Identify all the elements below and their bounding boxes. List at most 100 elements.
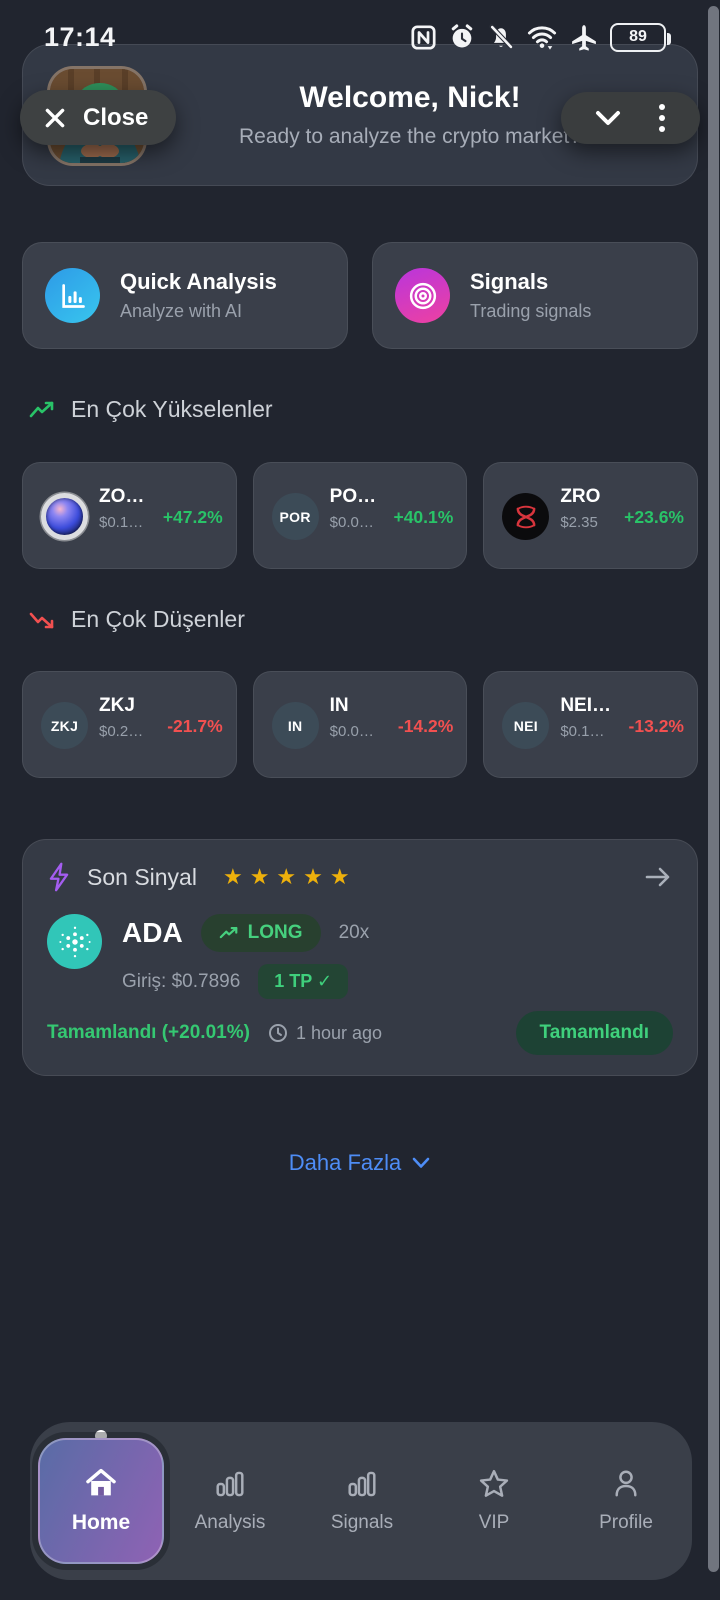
kebab-menu-icon[interactable] (655, 100, 669, 136)
coin-ticker: NEI… (560, 695, 612, 716)
trend-up-icon (29, 401, 54, 417)
show-more-link[interactable]: Daha Fazla (0, 1150, 720, 1176)
coin-price: $0.2… (99, 723, 144, 740)
page-subtitle: Ready to analyze the crypto market? (238, 125, 581, 148)
trend-down-icon (29, 612, 54, 628)
status-bar: 17:14 (44, 16, 671, 58)
clock-icon (268, 1024, 287, 1042)
miniapp-menu (561, 92, 700, 144)
page-title: Welcome, Nick! (299, 81, 521, 114)
coin-card-por[interactable]: POR PO… $0.0… +40.1% (252, 462, 468, 569)
close-label: Close (83, 103, 149, 131)
leverage-label: 20x (338, 922, 370, 943)
nav-item-home[interactable]: Home (38, 1438, 164, 1564)
coin-ticker: ZKJ (99, 695, 135, 716)
coin-text-avatar: NEI (502, 702, 550, 749)
coin-price: $0.0… (329, 723, 374, 740)
close-button[interactable]: Close (20, 90, 177, 145)
coin-change: -14.2% (397, 716, 454, 736)
last-signal-card[interactable]: Son Sinyal ★★★★★ (22, 839, 698, 1076)
zora-orb-icon (41, 493, 88, 540)
nav-label-home: Home (71, 1511, 131, 1534)
coin-ticker: IN (329, 695, 349, 716)
losers-row: ZKJ ZKJ $0.2… -21.7% IN IN $0.0… -14.2% … (22, 671, 698, 778)
nav-label-vip: VIP (478, 1512, 510, 1533)
status-icons: 89 (410, 22, 671, 52)
scrollbar[interactable] (708, 6, 719, 1572)
gainers-header: En Çok Yükselenler (28, 396, 273, 423)
quick-analysis-subtitle: Analyze with AI (120, 301, 243, 321)
bar-chart-icon (45, 268, 100, 323)
nav-item-profile[interactable]: Profile (560, 1468, 692, 1534)
coin-card-nei[interactable]: NEI NEI… $0.1… -13.2% (483, 671, 698, 778)
signal-footer: Tamamlandı (+20.01%) 1 hour ago Tamamlan… (47, 1011, 673, 1055)
nav-item-analysis[interactable]: Analysis (164, 1469, 296, 1534)
show-more-label: Daha Fazla (288, 1150, 402, 1175)
lightning-icon (49, 862, 69, 892)
wifi-icon (527, 26, 557, 50)
signal-symbol: ADA (122, 917, 183, 948)
arrow-right-icon[interactable] (643, 865, 673, 889)
coin-text-avatar: POR (271, 493, 319, 540)
close-icon (45, 108, 65, 127)
direction-badge: LONG (200, 914, 321, 952)
coin-text-avatar: ZKJ (41, 702, 88, 749)
clock-time: 17:14 (44, 21, 116, 52)
coin-card-zkj[interactable]: ZKJ ZKJ $0.2… -21.7% (22, 671, 237, 778)
coin-card-zro[interactable]: ZRO $2.35 +23.6% (483, 462, 698, 569)
alarm-icon (451, 24, 473, 48)
chart-bars-icon (348, 1471, 376, 1496)
losers-title: En Çok Düşenler (71, 606, 245, 632)
coin-price: $0.0… (329, 514, 374, 531)
battery-icon: 89 (610, 22, 671, 52)
signal-main: ADA LONG 20x Giriş: $0.7896 1 TP ✓ (47, 914, 673, 999)
signal-time: 1 hour ago (268, 1023, 382, 1044)
nav-item-signals[interactable]: Signals (296, 1469, 428, 1534)
nav-item-vip[interactable]: VIP (428, 1468, 560, 1534)
trend-up-icon (219, 926, 238, 938)
coin-change: +40.1% (393, 507, 454, 527)
bell-off-icon (489, 24, 513, 49)
tp-badge: 1 TP ✓ (258, 964, 349, 999)
losers-header: En Çok Düşenler (28, 606, 245, 633)
coin-price: $2.35 (560, 514, 598, 531)
battery-level: 89 (629, 28, 647, 45)
layerzero-logo-icon (502, 493, 550, 540)
signals-button[interactable]: Signals Trading signals (372, 242, 698, 349)
nav-label-analysis: Analysis (194, 1511, 266, 1533)
nav-label-profile: Profile (599, 1512, 653, 1533)
signal-result: Tamamlandı (+20.01%) (47, 1022, 250, 1043)
entry-price: Giriş: $0.7896 (122, 970, 241, 992)
gainers-row: ZO… $0.1… +47.2% POR PO… $0.0… +40.1% ZR… (22, 462, 698, 569)
coin-change: +47.2% (162, 507, 223, 527)
nfc-icon (411, 24, 436, 50)
coin-change: -21.7% (167, 716, 223, 736)
gainers-title: En Çok Yükselenler (71, 396, 273, 422)
coin-ticker: PO… (329, 486, 377, 507)
person-icon (615, 1470, 637, 1497)
coin-card-in[interactable]: IN IN $0.0… -14.2% (252, 671, 468, 778)
star-outline-icon (479, 1469, 509, 1497)
coin-text-avatar: IN (271, 702, 319, 749)
coin-change: -13.2% (628, 716, 684, 736)
quick-analysis-button[interactable]: Quick Analysis Analyze with AI (22, 242, 348, 349)
home-icon (86, 1468, 116, 1496)
signals-subtitle: Trading signals (470, 301, 592, 321)
welcome-texts: Welcome, Nick! Ready to analyze the cryp… (163, 45, 657, 185)
coin-price: $0.1… (560, 723, 605, 740)
signals-title: Signals (470, 269, 549, 294)
nav-label-signals: Signals (330, 1511, 394, 1533)
coin-card-zo[interactable]: ZO… $0.1… +47.2% (22, 462, 237, 569)
direction-label: LONG (247, 922, 303, 943)
cardano-icon (47, 914, 102, 969)
status-badge: Tamamlandı (515, 1011, 673, 1055)
target-icon (395, 268, 450, 323)
coin-ticker: ZRO (560, 486, 601, 507)
signal-title: Son Sinyal (87, 863, 197, 890)
chevron-down-icon[interactable] (592, 108, 624, 128)
airplane-icon (572, 25, 596, 51)
time-ago-label: 1 hour ago (295, 1022, 383, 1043)
bottom-nav: Home Analysis Signals VIP (30, 1422, 692, 1580)
chart-bars-icon (216, 1471, 244, 1496)
